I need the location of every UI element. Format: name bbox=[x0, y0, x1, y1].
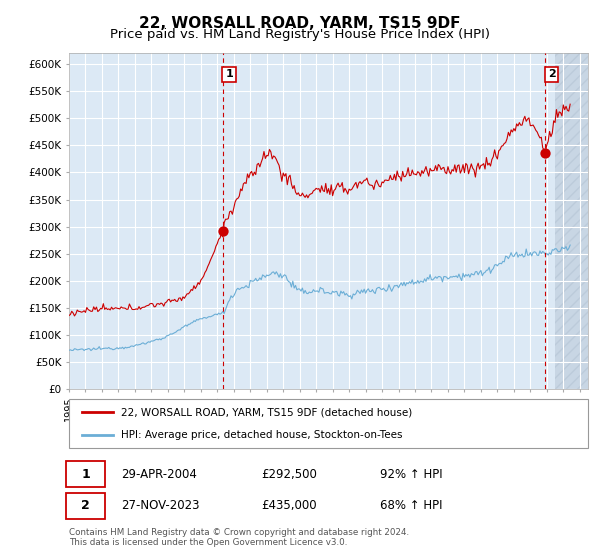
Bar bbox=[555, 53, 596, 389]
Text: £435,000: £435,000 bbox=[261, 500, 317, 512]
Bar bbox=[555, 53, 596, 389]
Point bbox=[541, 149, 550, 158]
Text: 27-NOV-2023: 27-NOV-2023 bbox=[121, 500, 199, 512]
Text: £292,500: £292,500 bbox=[261, 468, 317, 480]
Text: 29-APR-2004: 29-APR-2004 bbox=[121, 468, 197, 480]
FancyBboxPatch shape bbox=[69, 399, 588, 448]
Text: 68% ↑ HPI: 68% ↑ HPI bbox=[380, 500, 443, 512]
Text: 22, WORSALL ROAD, YARM, TS15 9DF: 22, WORSALL ROAD, YARM, TS15 9DF bbox=[139, 16, 461, 31]
FancyBboxPatch shape bbox=[67, 493, 106, 519]
Text: HPI: Average price, detached house, Stockton-on-Tees: HPI: Average price, detached house, Stoc… bbox=[121, 430, 403, 440]
Point bbox=[218, 226, 227, 235]
Text: 1: 1 bbox=[81, 468, 90, 480]
Text: 92% ↑ HPI: 92% ↑ HPI bbox=[380, 468, 443, 480]
Text: 2: 2 bbox=[81, 500, 90, 512]
Text: Contains HM Land Registry data © Crown copyright and database right 2024.
This d: Contains HM Land Registry data © Crown c… bbox=[69, 528, 409, 547]
Text: Price paid vs. HM Land Registry's House Price Index (HPI): Price paid vs. HM Land Registry's House … bbox=[110, 28, 490, 41]
Text: 22, WORSALL ROAD, YARM, TS15 9DF (detached house): 22, WORSALL ROAD, YARM, TS15 9DF (detach… bbox=[121, 407, 412, 417]
Text: 1: 1 bbox=[225, 69, 233, 80]
Text: 2: 2 bbox=[548, 69, 556, 80]
FancyBboxPatch shape bbox=[67, 461, 106, 487]
